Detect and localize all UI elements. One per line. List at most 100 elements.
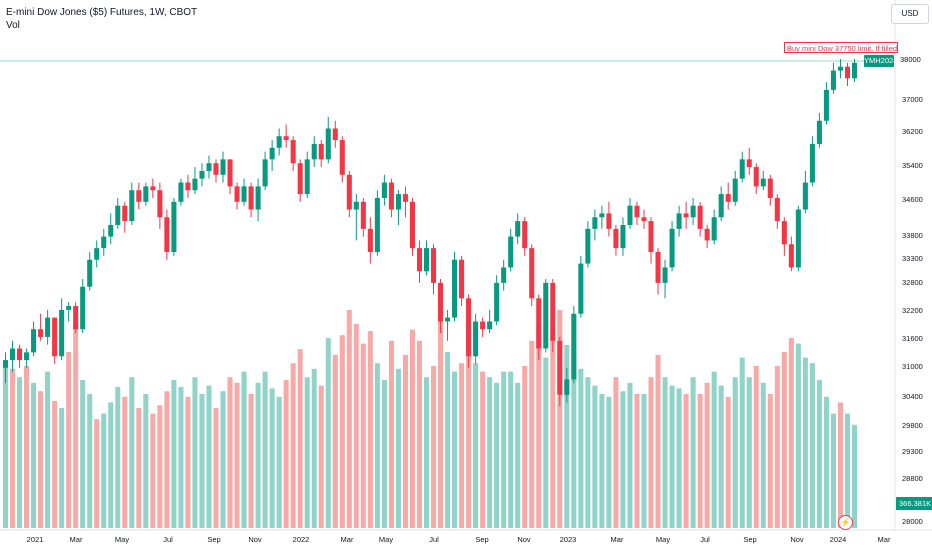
- candle-body: [823, 89, 829, 121]
- volume-bar: [374, 363, 380, 528]
- candle-body: [508, 236, 514, 268]
- time-axis-label: Jul: [429, 535, 439, 544]
- candle-body: [753, 167, 759, 187]
- volume-bar: [557, 310, 563, 528]
- volume-bar: [269, 388, 275, 528]
- price-axis-label: 36200: [902, 127, 923, 136]
- lightning-icon[interactable]: ⚡: [838, 515, 853, 530]
- volume-bar: [360, 343, 366, 528]
- candle-body: [746, 159, 752, 168]
- volume-bar: [788, 338, 794, 528]
- candle-body: [634, 205, 640, 218]
- candle-body: [143, 186, 149, 202]
- candle-body: [816, 120, 822, 144]
- volume-bar: [683, 394, 689, 528]
- volume-bar: [676, 388, 682, 528]
- candle-body: [781, 221, 787, 245]
- candle-body: [164, 217, 170, 252]
- volume-bar: [171, 380, 177, 528]
- time-axis-label: May: [656, 535, 670, 544]
- volume-bar: [641, 394, 647, 528]
- candle-body: [199, 170, 205, 179]
- price-axis-label: 30400: [902, 392, 923, 401]
- volume-bar: [564, 345, 570, 528]
- candle-body: [213, 163, 219, 175]
- volume-bar: [45, 371, 51, 528]
- volume-bar: [332, 354, 338, 528]
- candle-body: [31, 329, 37, 353]
- candle-body: [585, 228, 591, 264]
- volume-bar: [80, 380, 86, 528]
- candle-body: [381, 182, 387, 198]
- currency-button[interactable]: USD: [891, 4, 929, 24]
- candle-body: [452, 259, 458, 318]
- volume-bar: [704, 382, 710, 528]
- candle-body: [94, 248, 100, 260]
- symbol-tag: YMH2024: [864, 55, 898, 67]
- candle-body: [395, 194, 401, 210]
- time-axis-label: Mar: [611, 535, 624, 544]
- time-axis-label: 2023: [560, 535, 577, 544]
- candle-body: [795, 209, 801, 268]
- time-axis-label: Jul: [163, 535, 173, 544]
- volume-bar: [87, 394, 93, 528]
- volume-bar: [206, 385, 212, 528]
- candle-body: [346, 174, 352, 210]
- candle-body: [466, 298, 472, 357]
- candle-body: [24, 352, 30, 361]
- candle-body: [522, 221, 528, 249]
- volume-bar: [550, 331, 556, 528]
- candle-body: [543, 282, 549, 349]
- price-axis-label: 33800: [902, 231, 923, 240]
- candle-body: [844, 66, 851, 79]
- volume-bar: [220, 391, 226, 528]
- price-axis-label: 33300: [902, 254, 923, 263]
- chart-title: E-mini Dow Jones ($5) Futures, 1W, CBOT: [6, 7, 198, 18]
- order-line-label[interactable]: Buy mini Dow 37750 limit. If filled, sto: [784, 42, 898, 53]
- volume-bar: [613, 377, 619, 528]
- time-axis-label: 2021: [27, 535, 44, 544]
- volume-bar: [522, 366, 528, 528]
- volume-bar: [9, 368, 16, 528]
- candle-body: [550, 282, 556, 341]
- candle-body: [718, 194, 724, 218]
- candle-body: [220, 159, 226, 175]
- volume-bar: [192, 377, 198, 528]
- candle-body: [87, 259, 93, 287]
- volume-bar: [430, 366, 437, 528]
- time-axis-label: Sep: [475, 535, 488, 544]
- candle-body: [17, 348, 23, 361]
- volume-bar: [381, 380, 387, 528]
- volume-bar: [851, 424, 858, 528]
- volume-bar: [515, 382, 521, 528]
- volume-bar: [501, 371, 507, 528]
- volume-indicator-label[interactable]: Vol: [6, 20, 20, 31]
- candle-body: [606, 213, 612, 229]
- volume-bar: [753, 366, 759, 528]
- volume-bar: [290, 363, 296, 528]
- candle-body: [487, 321, 493, 330]
- candle-body: [809, 143, 815, 183]
- candle-body: [262, 159, 268, 187]
- volume-bar: [437, 310, 444, 528]
- candle-body: [620, 224, 626, 249]
- volume-bar: [395, 368, 401, 528]
- candle-body: [171, 201, 177, 252]
- candle-body: [52, 317, 58, 357]
- candle-body: [115, 205, 121, 225]
- candle-body: [669, 228, 675, 268]
- time-axis-label: Nov: [517, 535, 531, 544]
- candle-body: [192, 178, 198, 191]
- candle-body: [129, 190, 135, 222]
- candle-body: [536, 298, 542, 349]
- volume-bar: [606, 396, 612, 528]
- candle-body: [297, 163, 303, 195]
- volume-bar: [402, 354, 408, 528]
- price-axis-label: 29800: [902, 421, 923, 430]
- volume-bar: [129, 377, 135, 528]
- candle-body: [725, 194, 731, 202]
- candle-body: [739, 159, 745, 179]
- candle-body: [2, 360, 9, 368]
- volume-bar: [746, 377, 752, 528]
